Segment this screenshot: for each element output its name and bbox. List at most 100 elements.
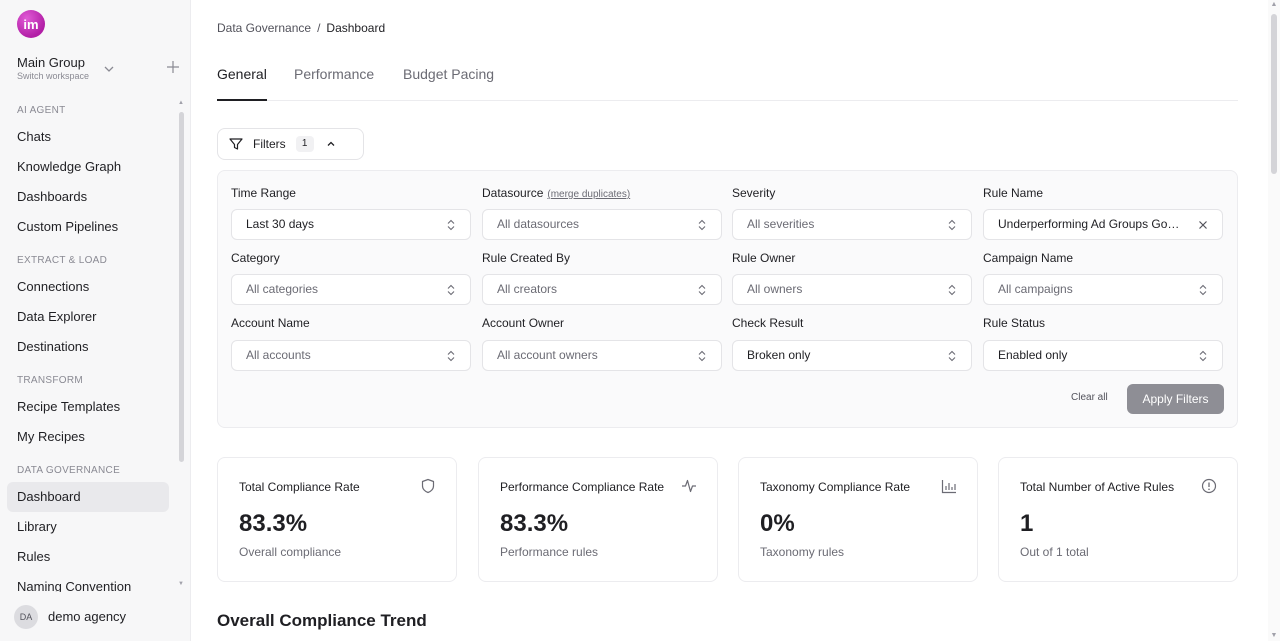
- time-range-select[interactable]: Last 30 days: [231, 209, 471, 240]
- sidebar-item-naming-convention[interactable]: Naming Convention: [17, 579, 132, 592]
- sidebar-item-rules[interactable]: Rules: [17, 549, 51, 564]
- filters-label: Filters: [253, 137, 286, 151]
- sidebar-item-chats[interactable]: Chats: [17, 129, 51, 144]
- rule-name-select[interactable]: Underperforming Ad Groups Google Ads: [983, 209, 1223, 240]
- check-result-select[interactable]: Broken only: [732, 340, 972, 371]
- clear-all-button[interactable]: Clear all: [1071, 392, 1108, 403]
- workspace-name: Main Group: [17, 55, 85, 70]
- category-select[interactable]: All categories: [231, 274, 471, 305]
- select-arrows-icon: [447, 284, 455, 296]
- select-arrows-icon: [948, 284, 956, 296]
- tab-budget-pacing[interactable]: Budget Pacing: [403, 66, 495, 82]
- filter-icon: [229, 138, 243, 150]
- rule-created-by-select[interactable]: All creators: [482, 274, 722, 305]
- main-content: Data Governance / Dashboard General Perfor…: [192, 0, 1268, 641]
- sidebar-item-destinations[interactable]: Destinations: [17, 339, 89, 354]
- rule-name-value: Underperforming Ad Groups Google Ads: [998, 217, 1180, 231]
- nav-section-ai-agent: AI AGENT: [17, 105, 66, 116]
- select-arrows-icon: [698, 350, 706, 362]
- scroll-up-arrow-icon[interactable]: ▲: [1270, 1, 1278, 8]
- filter-label-rule-name: Rule Name: [983, 186, 1044, 200]
- card-value: 83.3%: [239, 510, 308, 537]
- severity-value: All severities: [747, 217, 815, 231]
- merge-duplicates-link[interactable]: (merge duplicates): [547, 189, 631, 200]
- sidebar-item-connections[interactable]: Connections: [17, 279, 90, 294]
- sidebar-item-knowledge-graph[interactable]: Knowledge Graph: [17, 159, 122, 174]
- card-subtitle: Out of 1 total: [1020, 545, 1089, 559]
- chevron-up-icon: [327, 141, 335, 146]
- datasource-label-text: Datasource: [482, 186, 544, 200]
- workspace-subtitle: Switch workspace: [17, 71, 90, 81]
- rule-status-select[interactable]: Enabled only: [983, 340, 1223, 371]
- severity-select[interactable]: All severities: [732, 209, 972, 240]
- select-arrows-icon: [698, 219, 706, 231]
- breadcrumb-separator: /: [317, 21, 321, 35]
- filter-label-category: Category: [231, 251, 280, 265]
- sidebar-nav: AI AGENT Chats Knowledge Graph Dashboard…: [0, 100, 180, 592]
- filters-count-badge: 1: [295, 136, 314, 152]
- card-title: Total Number of Active Rules: [1020, 480, 1175, 494]
- kpi-card-performance-compliance: Performance Compliance Rate 83.3% Perfor…: [478, 457, 718, 582]
- sidebar: im Main Group Switch workspace AI AGENT …: [0, 0, 191, 641]
- rule-owner-select[interactable]: All owners: [732, 274, 972, 305]
- card-title: Taxonomy Compliance Rate: [760, 480, 911, 494]
- page-scroll-thumb[interactable]: [1271, 14, 1277, 174]
- datasource-select[interactable]: All datasources: [482, 209, 722, 240]
- filter-label-datasource: Datasource (merge duplicates): [482, 186, 630, 200]
- sidebar-item-dashboards[interactable]: Dashboards: [17, 189, 88, 204]
- time-range-value: Last 30 days: [246, 217, 315, 231]
- sidebar-item-library[interactable]: Library: [17, 519, 57, 534]
- scroll-up-arrow-icon[interactable]: ▲: [178, 100, 184, 106]
- rule-owner-value: All owners: [747, 282, 803, 296]
- tab-general[interactable]: General: [217, 66, 267, 101]
- page-scrollbar[interactable]: ▲ ▼: [1268, 0, 1280, 641]
- chevron-down-icon[interactable]: [103, 63, 115, 75]
- workspace-switcher[interactable]: Main Group Switch workspace: [17, 55, 182, 85]
- apply-filters-button[interactable]: Apply Filters: [1127, 384, 1224, 414]
- avatar: DA: [14, 604, 38, 629]
- filter-label-rule-status: Rule Status: [983, 316, 1046, 330]
- select-arrows-icon: [698, 284, 706, 296]
- sidebar-item-data-explorer[interactable]: Data Explorer: [17, 309, 97, 324]
- scroll-down-arrow-icon[interactable]: ▼: [1270, 632, 1278, 639]
- sidebar-scrollbar[interactable]: ▲ ▼: [178, 100, 184, 592]
- tab-performance[interactable]: Performance: [294, 66, 375, 82]
- card-value: 83.3%: [500, 510, 569, 537]
- sidebar-scroll-thumb[interactable]: [179, 112, 184, 462]
- app-logo[interactable]: im: [17, 10, 45, 38]
- user-profile[interactable]: DA demo agency: [0, 592, 191, 641]
- card-subtitle: Taxonomy rules: [760, 545, 845, 559]
- sidebar-item-recipe-templates[interactable]: Recipe Templates: [17, 399, 121, 414]
- add-workspace-icon[interactable]: [165, 59, 181, 75]
- sidebar-item-my-recipes[interactable]: My Recipes: [17, 429, 85, 444]
- sidebar-item-dashboard[interactable]: Dashboard: [7, 482, 169, 512]
- bar-chart-icon: [941, 480, 956, 494]
- card-subtitle: Performance rules: [500, 545, 599, 559]
- breadcrumb: Data Governance / Dashboard: [217, 21, 385, 35]
- category-value: All categories: [246, 282, 319, 296]
- filter-label-account-name: Account Name: [231, 316, 310, 330]
- rule-created-by-value: All creators: [497, 282, 558, 296]
- card-value: 1: [1020, 510, 1034, 537]
- select-arrows-icon: [1199, 284, 1207, 296]
- info-circle-icon: [1201, 478, 1217, 494]
- account-owner-value: All account owners: [497, 348, 598, 362]
- tab-bar: General Performance Budget Pacing: [217, 60, 1238, 101]
- check-result-value: Broken only: [747, 348, 811, 362]
- select-arrows-icon: [447, 350, 455, 362]
- card-subtitle: Overall compliance: [239, 545, 342, 559]
- datasource-value: All datasources: [497, 217, 580, 231]
- filters-toggle-button[interactable]: Filters 1: [217, 128, 364, 160]
- breadcrumb-parent[interactable]: Data Governance: [217, 21, 312, 35]
- account-owner-select[interactable]: All account owners: [482, 340, 722, 371]
- kpi-card-taxonomy-compliance: Taxonomy Compliance Rate 0% Taxonomy rul…: [738, 457, 978, 582]
- activity-icon: [682, 479, 696, 493]
- sidebar-item-custom-pipelines[interactable]: Custom Pipelines: [17, 219, 119, 234]
- campaign-name-select[interactable]: All campaigns: [983, 274, 1223, 305]
- filter-label-rule-created-by: Rule Created By: [482, 251, 571, 265]
- select-arrows-icon: [948, 350, 956, 362]
- account-name-select[interactable]: All accounts: [231, 340, 471, 371]
- scroll-down-arrow-icon[interactable]: ▼: [178, 581, 184, 587]
- close-icon[interactable]: [1198, 219, 1208, 231]
- card-title: Performance Compliance Rate: [500, 480, 665, 494]
